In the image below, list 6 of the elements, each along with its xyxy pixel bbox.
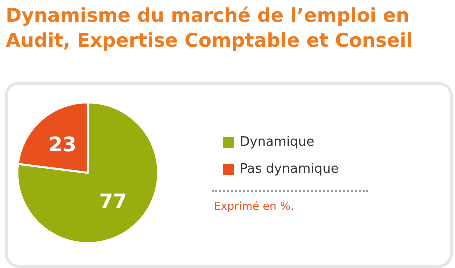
data-label: 23 xyxy=(48,132,77,156)
chart-title: Dynamisme du marché de l’emploi en Audit, Expertise Comptable et Conseil xyxy=(6,4,414,54)
legend-label: Pas dynamique xyxy=(240,162,340,177)
legend-label: Dynamique xyxy=(240,135,315,150)
data-label: 77 xyxy=(99,190,128,214)
text: Exprimé en %. xyxy=(214,200,294,213)
